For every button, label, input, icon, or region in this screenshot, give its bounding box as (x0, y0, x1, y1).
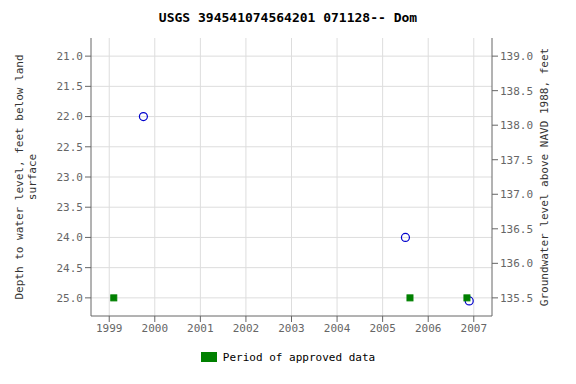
svg-text:136.5: 136.5 (500, 223, 533, 236)
svg-text:22.0: 22.0 (57, 110, 84, 123)
svg-text:2005: 2005 (369, 322, 396, 335)
svg-text:138.5: 138.5 (500, 85, 533, 98)
svg-text:2002: 2002 (233, 322, 260, 335)
svg-text:Depth to water level, feet bel: Depth to water level, feet below landsur… (13, 54, 39, 299)
svg-text:2001: 2001 (187, 322, 214, 335)
svg-text:135.5: 135.5 (500, 292, 533, 305)
html-text:USGS 394541074564201 071128--: USGS 394541074564201 071128-- Dom (158, 10, 418, 25)
html-text:Period of approved data: Period of approved data (222, 350, 376, 364)
svg-text:23.5: 23.5 (57, 201, 84, 214)
svg-text:Groundwater level above NAVD 1: Groundwater level above NAVD 1988, feet (538, 48, 551, 306)
svg-text:139.0: 139.0 (500, 50, 533, 63)
svg-text:25.0: 25.0 (57, 292, 84, 305)
svg-text:138.0: 138.0 (500, 119, 533, 132)
svg-text:1999: 1999 (96, 322, 123, 335)
svg-text:22.5: 22.5 (57, 141, 84, 154)
svg-text:24.0: 24.0 (57, 231, 84, 244)
svg-text:2004: 2004 (324, 322, 351, 335)
svg-text:21.5: 21.5 (57, 80, 84, 93)
svg-text:24.5: 24.5 (57, 262, 84, 275)
svg-text:21.0: 21.0 (57, 50, 84, 63)
svg-text:2006: 2006 (415, 322, 442, 335)
svg-text:2007: 2007 (461, 322, 488, 335)
svg-text:137.0: 137.0 (500, 188, 533, 201)
svg-text:136.0: 136.0 (500, 257, 533, 270)
svg-text:2003: 2003 (278, 322, 305, 335)
svg-text:2000: 2000 (142, 322, 169, 335)
svg-text:23.0: 23.0 (57, 171, 84, 184)
svg-text:137.5: 137.5 (500, 154, 533, 167)
